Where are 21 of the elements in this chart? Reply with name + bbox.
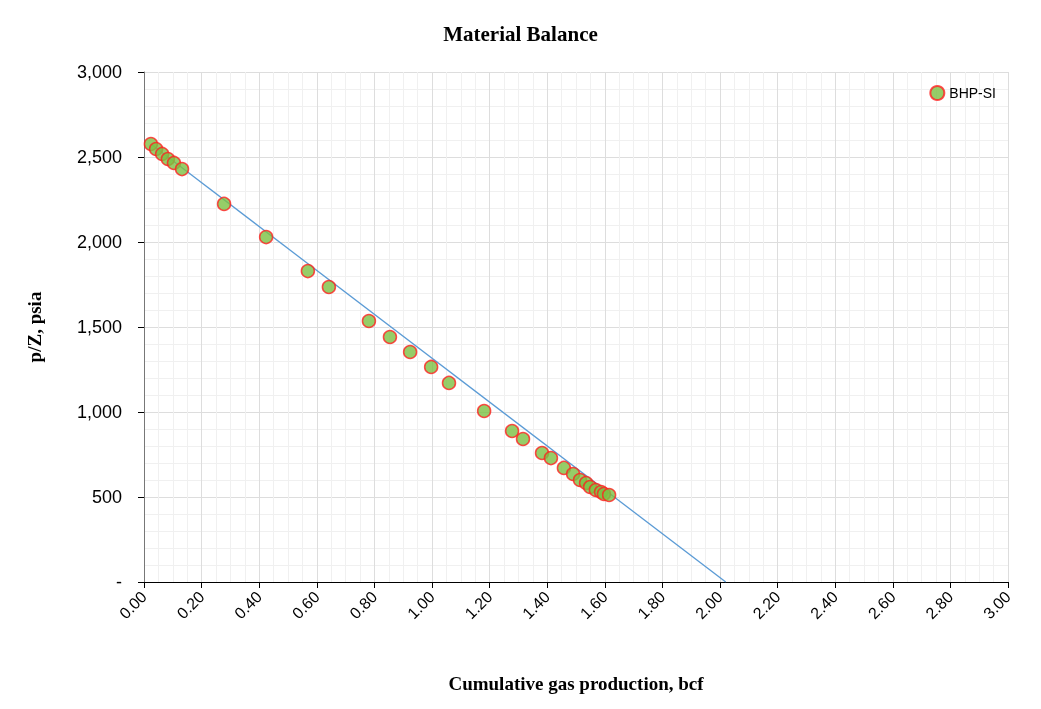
y-tick-label: 1,500	[76, 317, 122, 337]
chart-title: Material Balance	[443, 21, 598, 46]
legend-label: BHP-SI	[949, 85, 997, 101]
x-tick-label: 1.00	[403, 587, 439, 623]
x-tick-label: 1.40	[519, 587, 554, 623]
x-axis-title: Cumulative gas production, bcf	[448, 673, 705, 694]
x-tick-label: 0.80	[346, 587, 381, 623]
x-tick-label: 0.20	[173, 587, 208, 623]
x-tick-label: 0.60	[288, 587, 323, 623]
x-tick-label: 1.60	[576, 587, 611, 623]
y-tick-label: 500	[91, 487, 122, 507]
x-tick-label: 1.80	[634, 587, 669, 623]
x-tick-label: 3.00	[979, 587, 1015, 623]
y-tick-label: 3,000	[76, 62, 122, 82]
x-tick-label: 1.20	[461, 587, 496, 623]
y-axis-title: p/Z, psia	[24, 291, 45, 363]
y-tick-label: 2,500	[76, 147, 122, 167]
x-tick-label: 0.40	[231, 587, 266, 623]
x-tick-label: 2.20	[749, 587, 784, 623]
y-tick-label: 1,000	[76, 402, 122, 422]
y-tick-label: 2,000	[76, 232, 122, 252]
